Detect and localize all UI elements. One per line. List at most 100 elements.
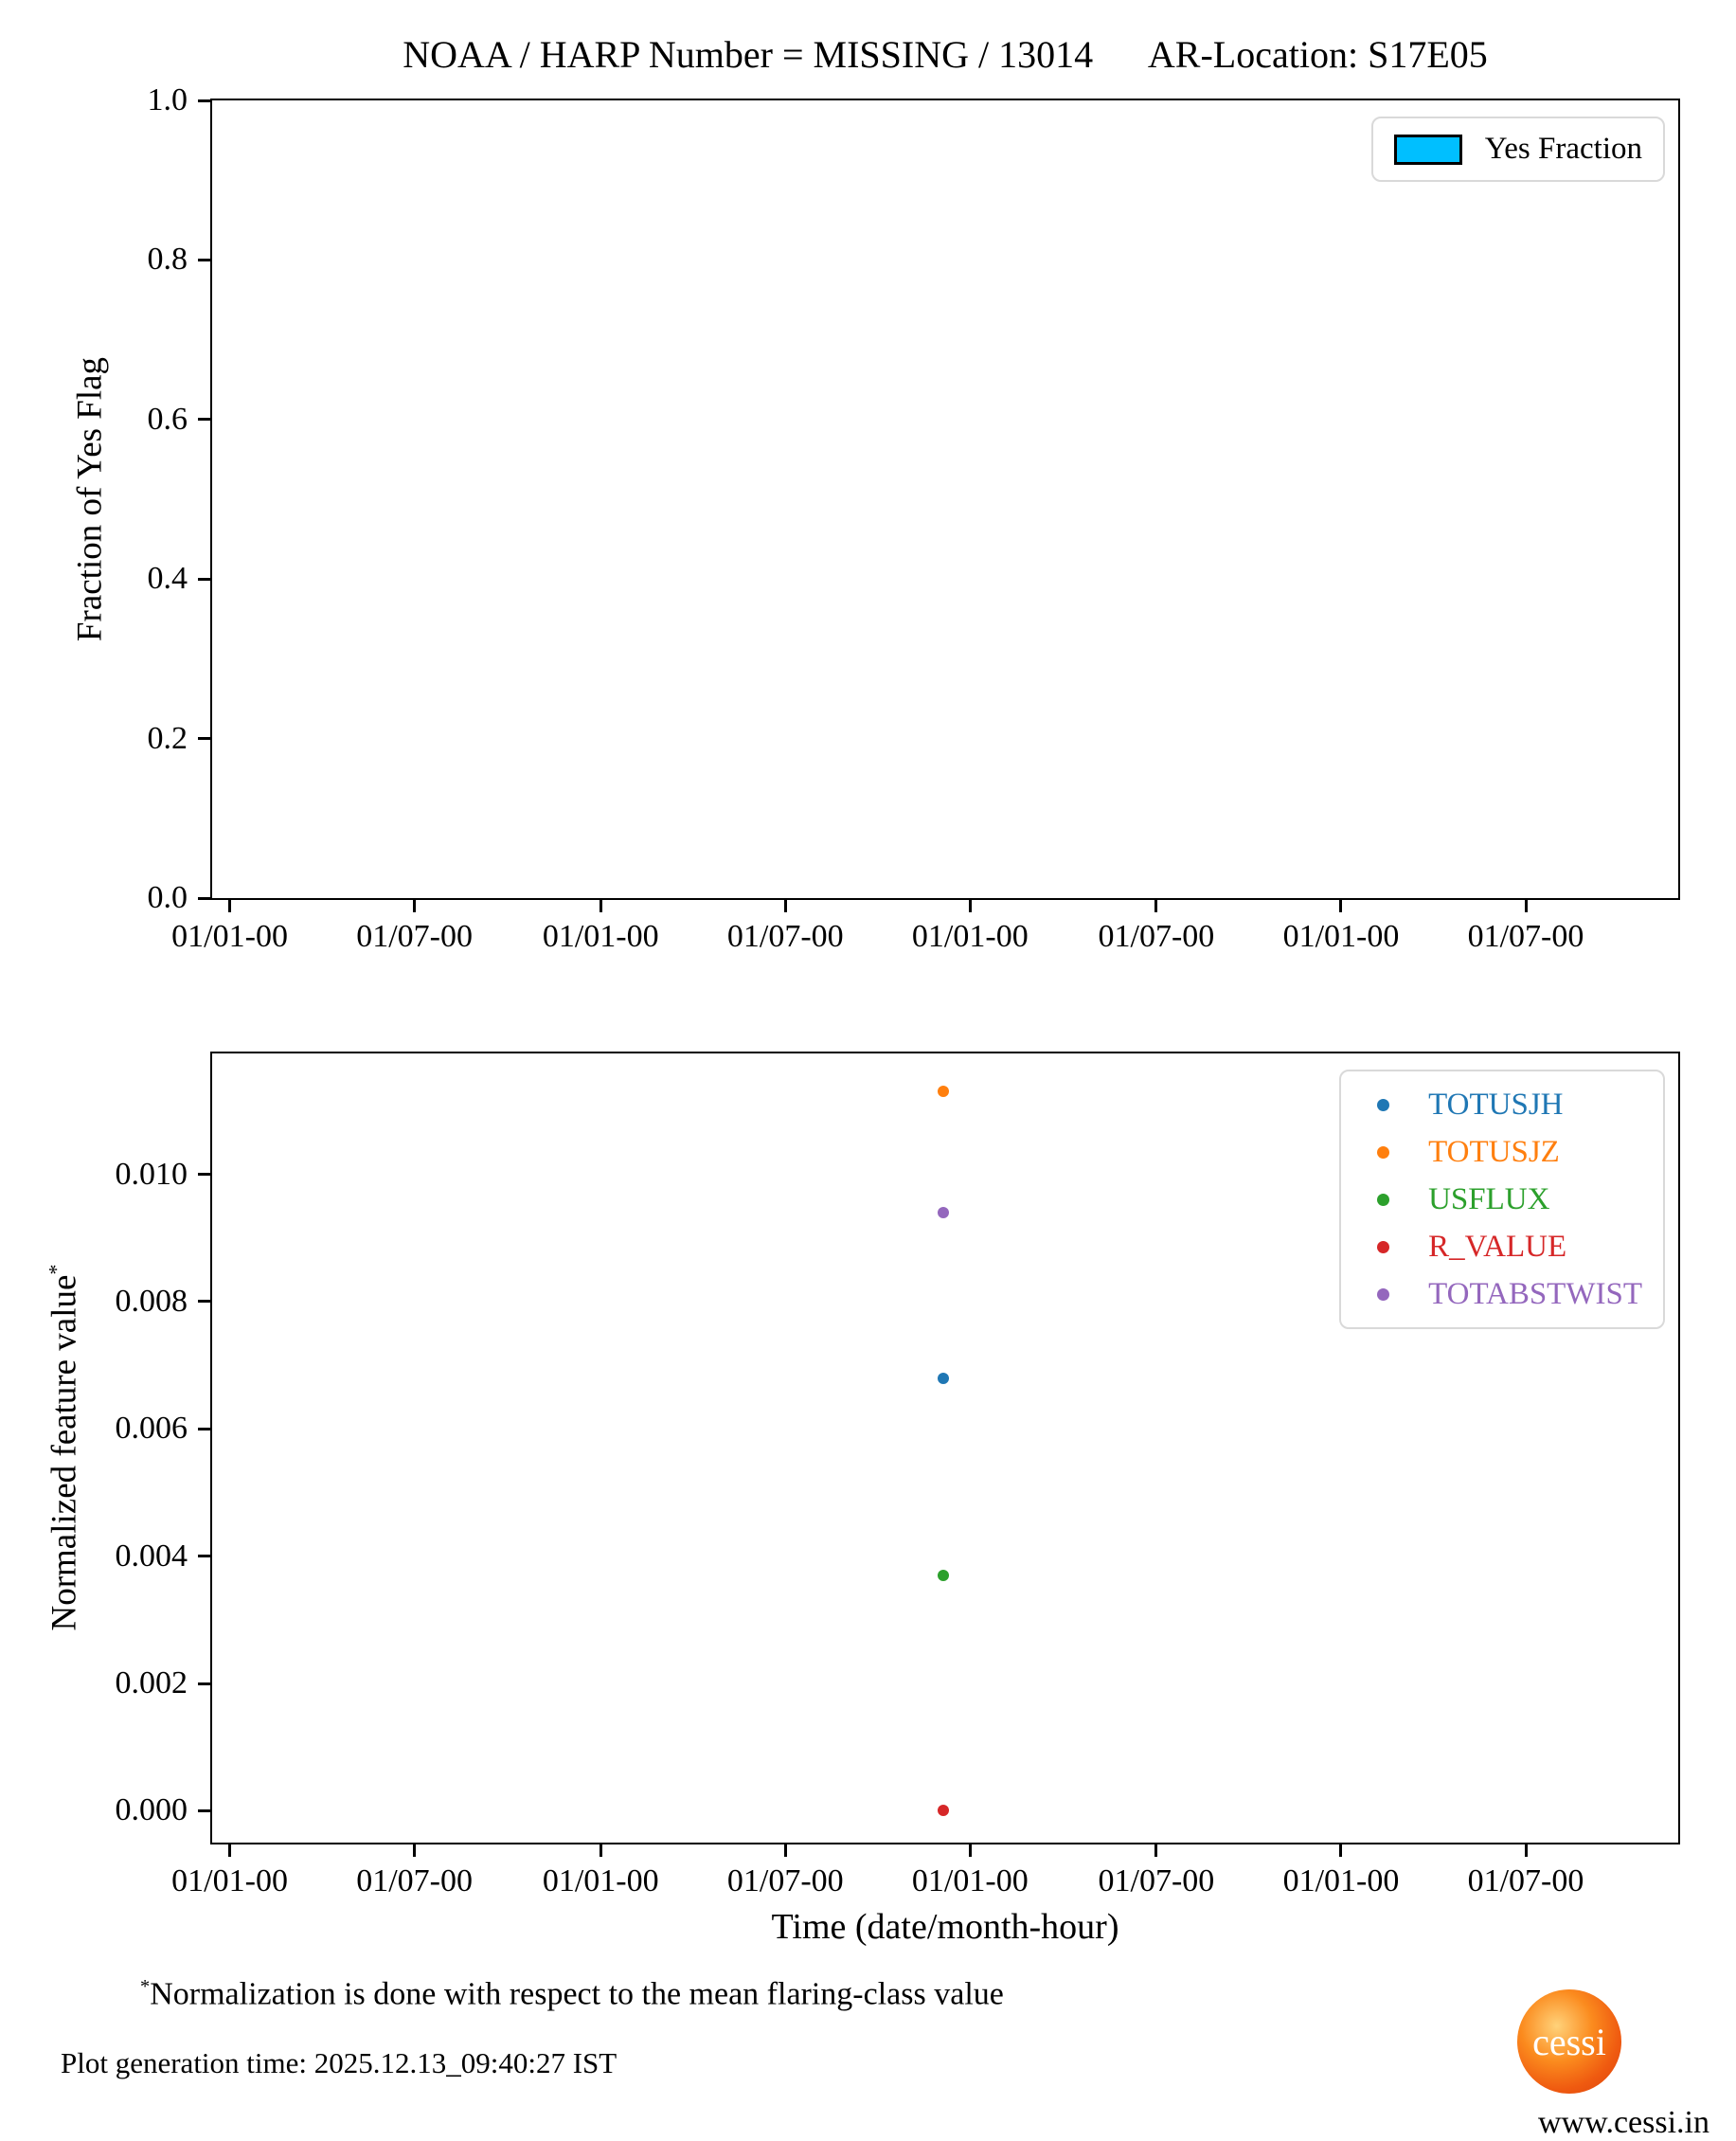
legend-box: TOTUSJH TOTUSJZ USFLUX R_VALUE TOTABSTWIST	[1339, 1070, 1665, 1329]
footnote-text: Normalization is done with respect to th…	[150, 1976, 1004, 2012]
x-tick-label: 01/01-00	[911, 919, 1029, 954]
cessi-logo-text: cessi	[1532, 2020, 1606, 2063]
legend-item-totusjz: TOTUSJZ	[1362, 1128, 1642, 1176]
x-axis-tick	[1154, 900, 1158, 912]
y-axis-tick	[198, 99, 210, 102]
x-tick-label: 01/01-00	[1282, 919, 1400, 954]
y-axis-tick	[198, 1173, 210, 1177]
x-tick-label: 01/07-00	[1098, 1863, 1215, 1898]
normalization-footnote: *Normalization is done with respect to t…	[140, 1976, 1004, 2012]
y-axis-tick	[198, 1808, 210, 1812]
legend-label: USFLUX	[1428, 1181, 1550, 1216]
x-axis-tick	[783, 1844, 787, 1857]
cessi-sun-logo: cessi	[1517, 1989, 1621, 2094]
x-axis-tick	[1154, 1844, 1158, 1857]
x-axis-tick	[1524, 1844, 1528, 1857]
y-axis-tick	[198, 1300, 210, 1304]
scatter-point-r-value	[938, 1805, 950, 1817]
x-axis-tick	[599, 1844, 602, 1857]
legend-label: R_VALUE	[1428, 1229, 1567, 1264]
x-tick-label: 01/07-00	[726, 919, 844, 954]
x-axis-tick	[228, 900, 232, 912]
x-tick-label: 01/01-00	[171, 1863, 288, 1898]
y-axis-tick	[198, 1427, 210, 1430]
y-axis-tick	[198, 577, 210, 581]
feature-value-plot: 0.000 0.002 0.004 0.006 0.008 0.010 01/01-00 01…	[116, 1052, 1680, 1898]
legend-dot-swatch	[1376, 1240, 1389, 1253]
y-axis-tick	[198, 1555, 210, 1558]
legend-dot-swatch	[1376, 1145, 1389, 1159]
bottom-y-axis-label-asterisk: *	[44, 1264, 68, 1275]
scatter-point-totusjz	[938, 1086, 950, 1098]
legend-dot-swatch	[1376, 1098, 1389, 1111]
bottom-y-axis-label: Normalized feature value*	[44, 1264, 84, 1630]
y-axis-tick	[198, 258, 210, 261]
y-axis-tick	[198, 1682, 210, 1685]
y-tick-label: 0.006	[115, 1411, 188, 1447]
legend-marker-cell	[1362, 1193, 1404, 1206]
legend-marker-cell	[1362, 1287, 1404, 1301]
y-tick-label: 0.8	[147, 242, 188, 278]
x-tick-label: 01/07-00	[1098, 919, 1215, 954]
x-tick-label: 01/07-00	[356, 1863, 473, 1898]
legend-marker-cell	[1362, 1098, 1404, 1111]
x-axis-tick	[228, 1844, 232, 1857]
x-tick-label: 01/07-00	[726, 1863, 844, 1898]
top-y-axis-label-text: Fraction of Yes Flag	[70, 356, 110, 642]
legend-marker-cell	[1362, 1145, 1404, 1159]
legend-label: TOTABSTWIST	[1428, 1276, 1642, 1311]
y-tick-label: 0.6	[147, 401, 188, 437]
scatter-point-usflux	[938, 1569, 950, 1581]
legend-box: Yes Fraction	[1370, 117, 1665, 182]
cessi-website-text: www.cessi.in	[1538, 2105, 1709, 2140]
x-axis-tick	[968, 1844, 972, 1857]
x-tick-label: 01/01-00	[542, 1863, 659, 1898]
legend-dot-swatch	[1376, 1193, 1389, 1206]
x-tick-label: 01/01-00	[1282, 1863, 1400, 1898]
y-tick-label: 0.010	[115, 1156, 188, 1192]
scatter-point-totusjh	[938, 1372, 950, 1384]
y-axis-tick	[198, 737, 210, 741]
x-tick-label: 01/01-00	[911, 1863, 1029, 1898]
x-axis-tick	[1339, 900, 1343, 912]
x-axis-tick	[783, 900, 787, 912]
y-tick-label: 0.0	[147, 880, 188, 915]
legend-label: TOTUSJH	[1428, 1087, 1564, 1122]
y-axis-tick	[198, 418, 210, 422]
legend-item-r-value: R_VALUE	[1362, 1223, 1642, 1270]
y-axis-tick	[198, 896, 210, 900]
x-tick-label: 01/07-00	[356, 919, 473, 954]
legend-item-yes-fraction: Yes Fraction	[1393, 128, 1642, 171]
x-axis-tick	[1524, 900, 1528, 912]
x-axis-tick	[599, 900, 602, 912]
legend-patch-swatch	[1393, 134, 1462, 165]
yes-fraction-plot: 0.0 0.2 0.4 0.6 0.8 1.0 01/01-00 01/07-00 01/01-…	[148, 82, 1680, 954]
y-tick-label: 0.004	[115, 1538, 188, 1574]
legend-item-usflux: USFLUX	[1362, 1176, 1642, 1223]
y-tick-label: 0.4	[147, 561, 188, 597]
y-tick-label: 0.000	[115, 1792, 188, 1828]
legend-item-totabstwist: TOTABSTWIST	[1362, 1270, 1642, 1318]
bottom-x-axis-label: Time (date/month-hour)	[771, 1907, 1119, 1947]
bottom-y-axis-label-text: Normalized feature value	[45, 1274, 84, 1631]
legend-item-totusjh: TOTUSJH	[1362, 1081, 1642, 1128]
scatter-point-totabstwist	[938, 1206, 950, 1218]
x-tick-label: 01/07-00	[1467, 1863, 1584, 1898]
legend-label: Yes Fraction	[1484, 132, 1642, 166]
x-axis-tick	[1339, 1844, 1343, 1857]
top-y-axis-label: Fraction of Yes Flag	[70, 357, 111, 641]
figure-title: NOAA / HARP Number = MISSING / 13014 AR-…	[403, 33, 1488, 76]
x-tick-label: 01/07-00	[1467, 919, 1584, 954]
x-axis-tick	[413, 1844, 417, 1857]
y-tick-label: 0.2	[147, 720, 188, 756]
x-tick-label: 01/01-00	[171, 919, 288, 954]
legend-marker-cell	[1362, 1240, 1404, 1253]
legend-dot-swatch	[1376, 1287, 1389, 1301]
x-axis-tick	[968, 900, 972, 912]
y-tick-label: 1.0	[147, 82, 188, 117]
y-tick-label: 0.002	[115, 1665, 188, 1701]
y-tick-label: 0.008	[115, 1283, 188, 1319]
x-axis-tick	[413, 900, 417, 912]
footnote-asterisk: *	[140, 1976, 151, 1997]
